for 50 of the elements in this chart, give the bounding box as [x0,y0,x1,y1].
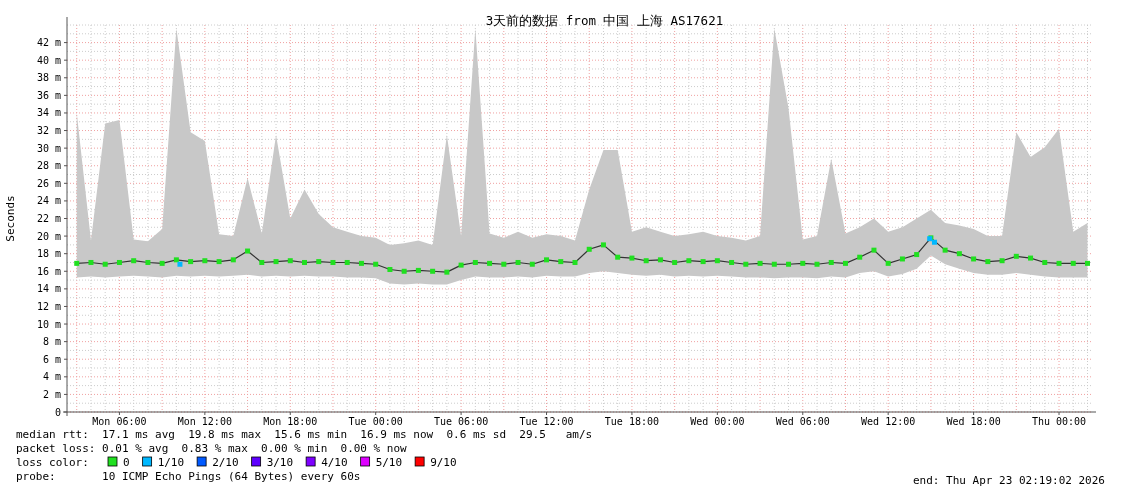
x-tick-label: Mon 06:00 [92,416,147,427]
y-tick-label: 14 m [36,283,61,295]
x-tick-label: Wed 12:00 [861,416,916,427]
x-tick-label: Wed 18:00 [946,416,1001,427]
legend-label: 3/10 [266,456,294,469]
text: end: Thu Apr 23 02:19:02 2026 [912,474,1105,487]
x-tick-label: Mon 12:00 [177,416,232,427]
y-tick-label: 4 m [42,371,61,383]
point [177,261,183,267]
y-tick-label: 42 m [36,37,61,49]
legend-label: 0 [123,456,130,469]
y-tick-label: 2 m [42,388,61,400]
text: probe: 10 ICMP Echo Pings (64 Bytes) every 60s [16,470,361,483]
y-tick-label: 8 m [42,336,61,348]
y-tick-label: 12 m [36,300,61,312]
text: packet loss: 0.01 % avg 0.83 % max 0.00 % min 0.00 % now [16,442,408,455]
chart-title: 3天前的数据 from 中国 上海 AS17621 [485,13,724,28]
y-tick-label: 18 m [36,248,61,260]
y-tick-label: 34 m [36,107,61,119]
y-tick-label: 20 m [36,230,61,242]
x-tick-label: Mon 18:00 [263,416,318,427]
legend-label: 1/10 [157,456,185,469]
y-tick-label: 24 m [36,195,61,207]
y-tick-label: 22 m [36,213,61,224]
point [931,239,937,245]
y-tick-label: 0 [54,406,61,418]
legend-label: 9/10 [430,456,457,469]
legend-title: loss color: [16,456,89,469]
x-tick-label: Tue 06:00 [434,416,489,427]
x-tick-label: Wed 06:00 [775,416,830,427]
y-tick-label: 16 m [36,265,61,277]
y-tick-label: 36 m [36,89,61,101]
y-tick-label: 26 m [36,177,61,189]
y-tick-label: 10 m [36,318,61,330]
y-tick-label: 30 m [36,142,61,154]
y-axis-title: Seconds [4,195,17,242]
y-tick-label: 40 m [36,54,61,66]
y-tick-label: 6 m [42,353,61,365]
y-tick-label: 32 m [36,125,61,137]
legend-label: 2/10 [212,456,239,469]
x-tick-label: Thu 00:00 [1031,416,1087,427]
x-tick-label: Tue 12:00 [519,416,574,427]
x-tick-label: Tue 00:00 [348,416,403,427]
x-tick-label: Wed 00:00 [690,416,745,427]
text: median rtt: 17.1 ms avg 19.8 ms max 15.6 ms min 16.9 ms now 0.6 ms sd 29.5 am/s [16,428,593,441]
y-tick-label: 28 m [36,160,61,172]
y-tick-label: 38 m [36,72,61,84]
x-tick-label: Tue 18:00 [604,416,660,427]
legend-label: 5/10 [375,456,403,469]
legend-label: 4/10 [321,456,348,469]
